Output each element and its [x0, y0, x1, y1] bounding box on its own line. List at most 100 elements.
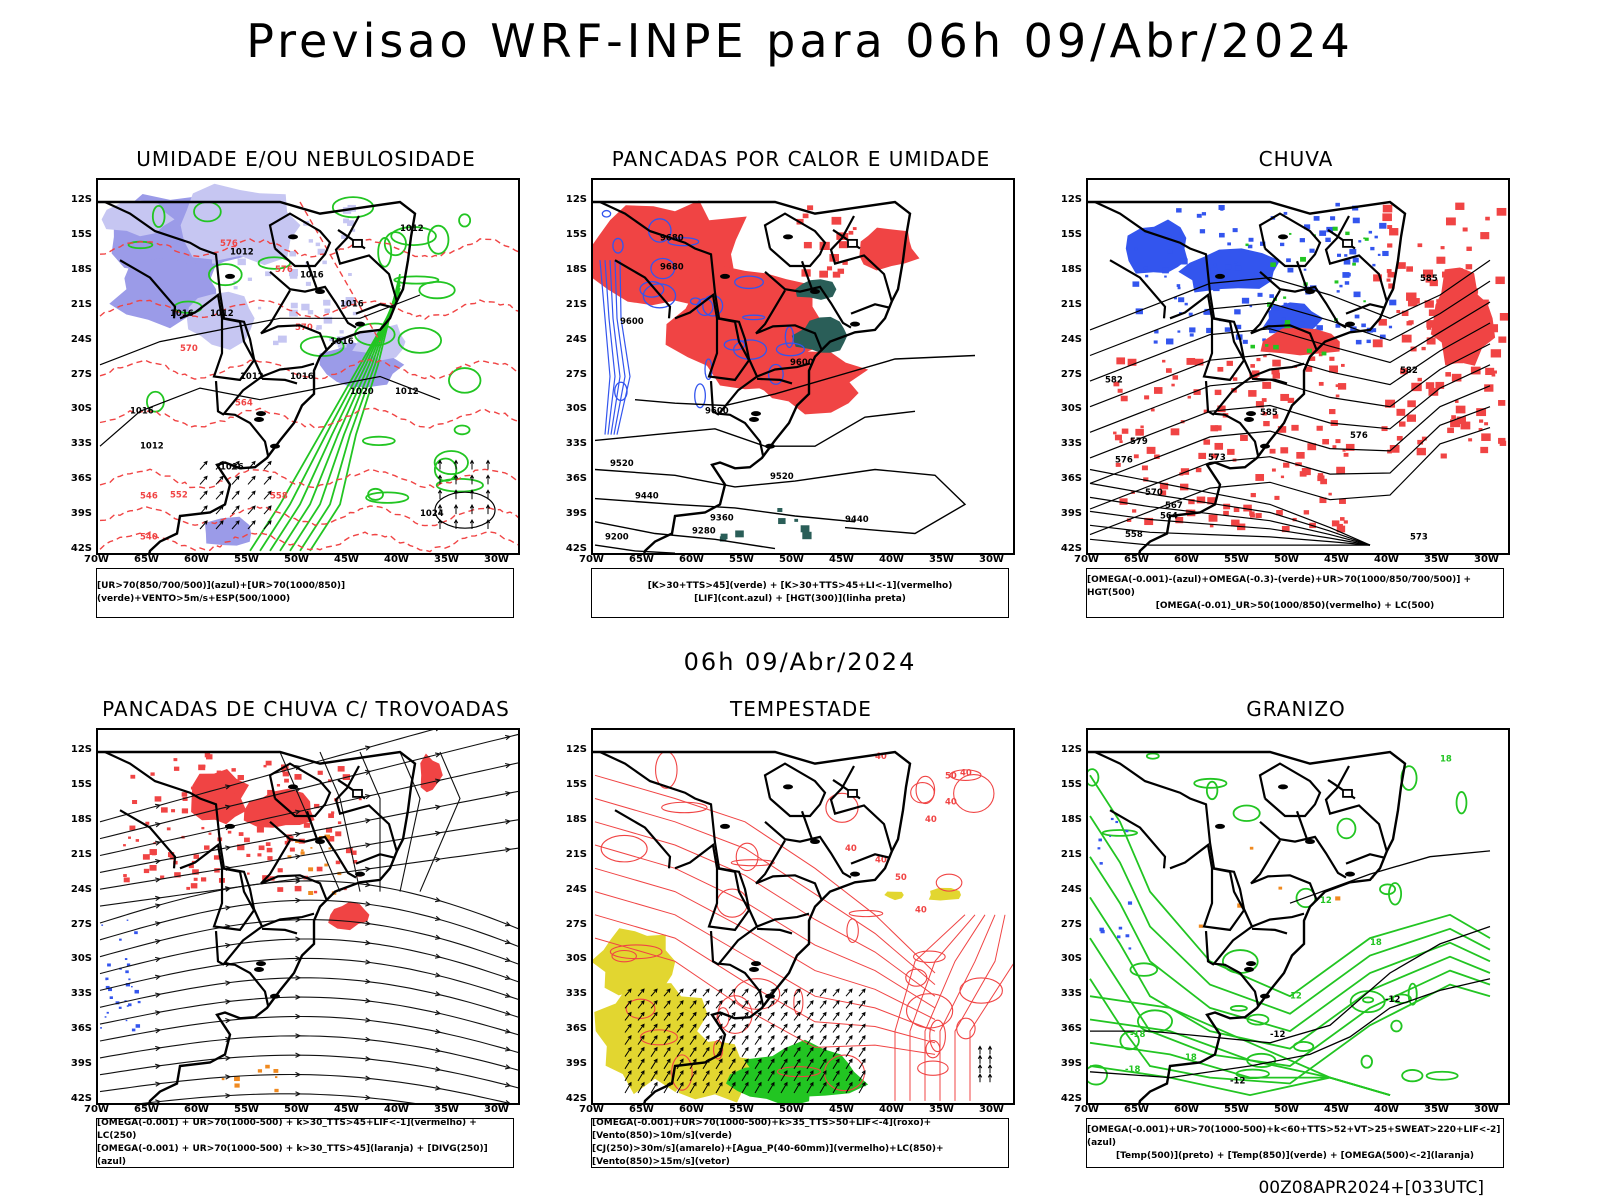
thunder-region-red — [420, 753, 443, 793]
height-contour — [1089, 524, 1371, 546]
map-frame — [96, 728, 520, 1105]
latitude-label: 36S — [565, 473, 587, 485]
latitude-label: 12S — [1060, 744, 1082, 755]
streamline-850 — [894, 914, 966, 1101]
contour-label: 576 — [275, 265, 293, 275]
streamline-arrow — [295, 878, 302, 884]
contour-label: 579 — [1130, 437, 1148, 447]
thickness-contours — [99, 201, 518, 553]
state-border — [119, 809, 177, 869]
streamline-arrow — [505, 1010, 512, 1016]
streamline-arrow — [295, 975, 302, 981]
state-border — [829, 765, 894, 853]
rain-speckles-red — [1113, 353, 1355, 533]
humidity-contour — [259, 291, 401, 552]
streamline-arrow — [435, 915, 442, 922]
streamline-arrow — [295, 854, 302, 860]
state-border — [1250, 839, 1319, 902]
longitude-label: 65W — [1124, 554, 1149, 565]
streamline-arrow — [155, 1010, 162, 1016]
state-border — [1259, 270, 1347, 329]
streamline-arrow — [504, 921, 512, 927]
state-border — [674, 293, 751, 382]
streamline-arrow — [225, 1017, 232, 1024]
state-border — [355, 853, 396, 865]
latitude-label: 33S — [70, 438, 92, 450]
streamline-850 — [594, 798, 936, 985]
longitude-label: 50W — [284, 554, 309, 565]
state-border — [104, 751, 270, 1006]
streamline-arrow — [225, 1093, 232, 1099]
latitude-label: 42S — [1060, 1093, 1082, 1104]
height-contour — [1089, 538, 1370, 546]
state-border — [1109, 259, 1167, 319]
streamline — [359, 751, 381, 892]
federal-district-marker — [352, 788, 363, 798]
state-border — [764, 270, 852, 329]
contour-label: 18 — [1370, 938, 1382, 948]
contour-label: 40 — [875, 752, 887, 762]
federal-district-marker — [847, 788, 858, 798]
streamline-arrow — [435, 804, 442, 810]
contour-label: 9440 — [635, 492, 659, 502]
legend-line: [Temp(500)](preto) + [Temp(850)](verde) … — [1115, 1150, 1475, 1161]
jet-region-yellow — [884, 891, 904, 901]
high-pressure-isobar — [434, 491, 496, 529]
temperature-850-contour — [1089, 896, 1491, 1050]
temperature-850-contour — [1089, 815, 1491, 1015]
latitude-label: 42S — [70, 543, 92, 554]
longitude-label: 70W — [84, 554, 109, 565]
streamline-arrow — [225, 999, 232, 1005]
streamline-arrow — [504, 1064, 512, 1070]
state-border — [614, 809, 672, 869]
thickness-line — [299, 201, 381, 342]
lifted-index-contour — [599, 260, 611, 435]
hgt500-contours — [1089, 259, 1491, 546]
map-borders — [593, 750, 912, 1103]
state-border — [756, 927, 793, 935]
state-border — [261, 927, 298, 935]
latitude-label: 30S — [565, 403, 587, 415]
coastline — [1088, 200, 1407, 553]
height-contour — [594, 544, 676, 553]
state-border — [1251, 927, 1288, 935]
valid-time-title: 06h 09/Abr/2024 — [683, 648, 917, 676]
coastline — [98, 200, 417, 553]
contour-label: 1016 — [340, 300, 364, 310]
streamline-arrow — [365, 842, 372, 848]
map-frame: -12 -12 -12 -18 -18 18 12 18 18 12 — [1086, 728, 1510, 1105]
streamline-arrow — [365, 1094, 372, 1101]
longitude-label: 30W — [979, 554, 1004, 565]
latitude-label: 30S — [565, 953, 587, 965]
contour-label: 9600 — [705, 407, 729, 417]
longitude-label: 35W — [434, 554, 459, 565]
latitude-label: 18S — [1060, 263, 1082, 275]
state-border — [305, 260, 319, 290]
streamline-arrow — [155, 895, 162, 902]
panel-title: CHUVA — [1258, 147, 1334, 171]
contour-label: 9440 — [845, 515, 869, 525]
jet-region-yellow — [593, 928, 676, 996]
map-frame: 1012 1012 1016 1016 1012 1016 1016 1012 1016 1016… — [96, 178, 520, 555]
longitude-label: 55W — [234, 1104, 259, 1115]
streamline-arrow — [435, 1047, 442, 1053]
state-border — [269, 270, 357, 329]
streamline — [319, 751, 361, 892]
latitude-label: 33S — [565, 438, 587, 450]
longitude-label: 35W — [929, 1104, 954, 1115]
state-border — [1109, 809, 1167, 869]
contour-label: 576 — [1115, 456, 1133, 466]
state-border — [179, 843, 256, 932]
streamline-arrow — [435, 1085, 442, 1091]
latitude-label: 33S — [1060, 438, 1082, 450]
latitude-label: 21S — [70, 848, 92, 860]
contour-label: 40 — [925, 815, 937, 825]
longitude-label: 50W — [779, 1104, 804, 1115]
streamline-arrow — [364, 769, 372, 776]
latitude-label: 21S — [1060, 848, 1082, 860]
lifted-index-contour — [609, 260, 621, 435]
state-border — [756, 377, 793, 385]
coastline — [98, 750, 417, 1103]
wind-vectors — [624, 988, 866, 1094]
